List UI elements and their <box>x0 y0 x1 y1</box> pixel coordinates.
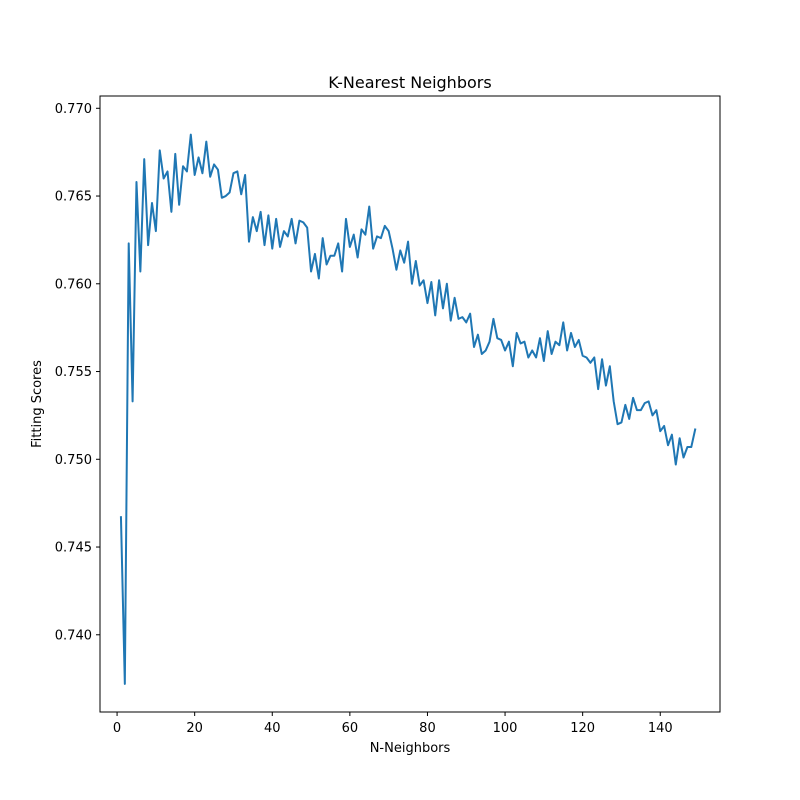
x-tick-label: 80 <box>419 721 436 736</box>
x-tick-label: 20 <box>186 721 203 736</box>
x-axis-label: N-Neighbors <box>370 741 451 756</box>
axes: 0 20 40 60 80 100 120 140 0.740 0.745 0.750 0.755 0.… <box>55 102 673 736</box>
x-tick-label: 40 <box>264 721 281 736</box>
series-layer <box>119 133 697 685</box>
x-tick-label: 120 <box>570 721 595 736</box>
x-tick-label: 0 <box>113 721 121 736</box>
y-tick-label: 0.750 <box>55 453 92 468</box>
series-line-0 <box>119 133 697 685</box>
x-tick-label: 140 <box>648 721 673 736</box>
plot-area <box>100 96 720 712</box>
y-tick-label: 0.770 <box>55 102 92 117</box>
y-tick-label: 0.760 <box>55 277 92 292</box>
plot-frame <box>99 95 721 713</box>
chart-title: K-Nearest Neighbors <box>328 73 491 92</box>
y-tick-label: 0.740 <box>55 628 92 643</box>
x-tick-label: 60 <box>342 721 359 736</box>
y-tick-label: 0.765 <box>55 190 92 205</box>
y-axis-label: Fitting Scores <box>30 360 45 448</box>
y-tick-label: 0.755 <box>55 365 92 380</box>
y-tick-label: 0.745 <box>55 541 92 556</box>
x-tick-label: 100 <box>493 721 518 736</box>
